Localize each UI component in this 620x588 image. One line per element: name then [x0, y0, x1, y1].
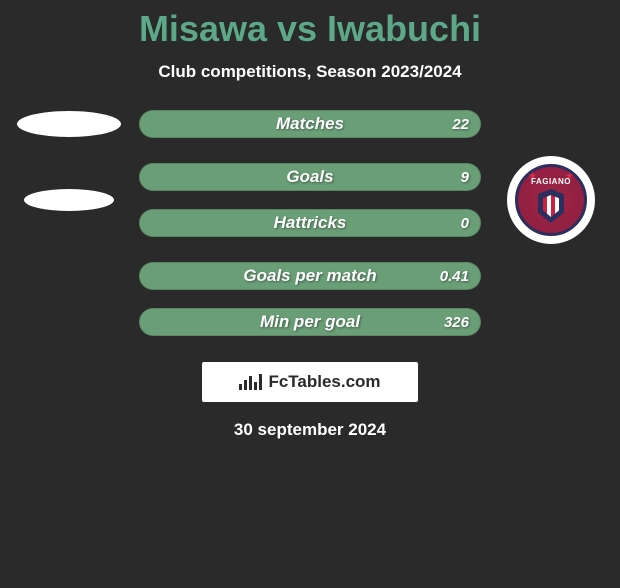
date-label: 30 september 2024	[0, 420, 620, 440]
stats-table: Matches 22 Goals 9 Hattricks 0 ★ ★ FAGI	[0, 110, 620, 336]
brand-label: FcTables.com	[268, 372, 380, 392]
stat-label: Hattricks	[274, 213, 347, 233]
stat-value: 22	[452, 116, 469, 133]
ellipse-icon	[24, 189, 114, 211]
right-player-blob	[499, 308, 603, 336]
ellipse-icon	[17, 111, 121, 137]
stat-label: Goals	[286, 167, 333, 187]
stat-bar: Matches 22	[139, 110, 481, 138]
stat-label: Goals per match	[243, 266, 376, 286]
stat-value: 9	[461, 169, 469, 186]
right-player-club-badge: ★ ★ FAGIANO	[499, 156, 603, 244]
right-player-blob	[499, 262, 603, 290]
badge-circle: ★ ★ FAGIANO	[507, 156, 595, 244]
stat-bar: Goals per match 0.41	[139, 262, 481, 290]
stat-row-matches: Matches 22	[0, 110, 620, 138]
page-title: Misawa vs Iwabuchi	[0, 8, 620, 50]
stat-label: Matches	[276, 114, 344, 134]
brand-box[interactable]: FcTables.com	[202, 362, 418, 402]
stat-value: 0	[461, 215, 469, 232]
badge-inner: ★ ★ FAGIANO	[515, 164, 587, 236]
right-player-blob	[499, 110, 603, 138]
left-player-blob	[17, 163, 121, 237]
stat-row-mpg: Min per goal 326	[0, 308, 620, 336]
stat-row-gpm: Goals per match 0.41	[0, 262, 620, 290]
stat-bar: Min per goal 326	[139, 308, 481, 336]
stat-label: Min per goal	[260, 312, 360, 332]
stat-bar: Hattricks 0	[139, 209, 481, 237]
stat-row-group-goals-hattricks: Goals 9 Hattricks 0 ★ ★ FAGIANO	[0, 156, 620, 244]
left-player-blob	[17, 308, 121, 336]
subtitle: Club competitions, Season 2023/2024	[0, 62, 620, 82]
stat-value: 326	[444, 314, 469, 331]
left-player-blob	[17, 110, 121, 138]
stat-bar: Goals 9	[139, 163, 481, 191]
shield-icon	[538, 189, 564, 223]
badge-label: FAGIANO	[531, 177, 571, 186]
left-player-blob	[17, 262, 121, 290]
bar-chart-icon	[239, 374, 262, 390]
stat-value: 0.41	[440, 268, 469, 285]
